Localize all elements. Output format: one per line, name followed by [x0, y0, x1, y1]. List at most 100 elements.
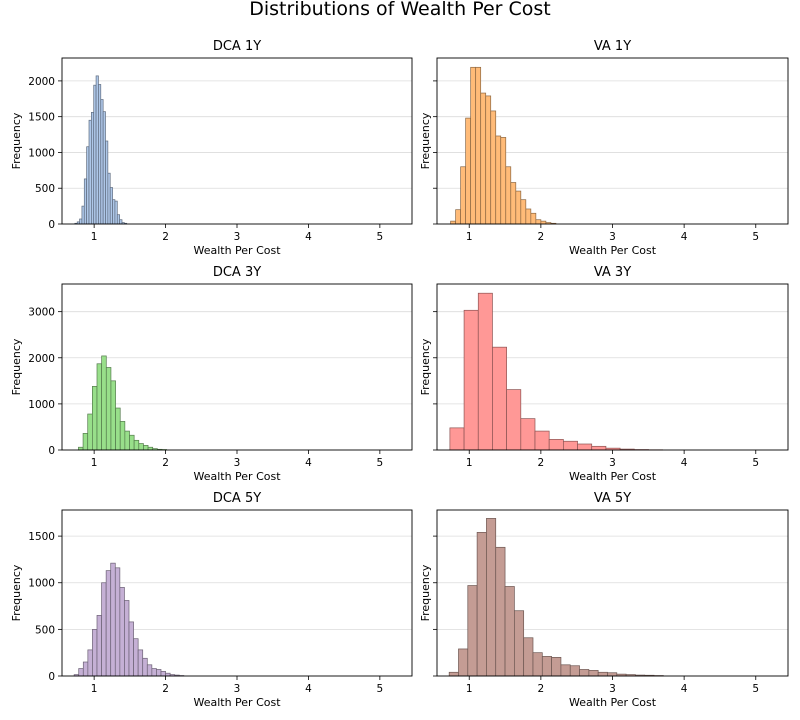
y-tick-label: 0	[48, 671, 55, 683]
bar	[448, 671, 459, 677]
bar	[78, 668, 84, 677]
y-tick-label: 500	[35, 624, 55, 636]
x-tick-label: 1	[91, 231, 98, 243]
y-tick-label: 1500	[28, 531, 55, 543]
x-axis-label: Wealth Per Cost	[569, 470, 657, 483]
y-tick-label: 1000	[28, 147, 55, 159]
bar	[591, 445, 607, 451]
bar	[114, 200, 118, 225]
bar	[495, 135, 502, 225]
bar	[475, 66, 482, 225]
bar	[492, 346, 507, 451]
panel-2: 1 2 3 4 5 VA 1Y Wealth Per Cost Frequency	[419, 39, 789, 257]
bar	[463, 309, 479, 451]
bar	[142, 657, 148, 677]
bar	[477, 292, 493, 451]
panel-title: VA 5Y	[594, 491, 631, 506]
y-axis-label: Frequency	[10, 338, 23, 395]
bar	[119, 587, 125, 677]
bar	[597, 671, 608, 677]
bar	[480, 92, 487, 225]
panel-title: VA 1Y	[594, 39, 631, 54]
panel-title: DCA 3Y	[213, 265, 261, 280]
bar	[93, 84, 97, 225]
bar	[449, 427, 465, 451]
bar	[105, 367, 112, 451]
bar	[114, 567, 121, 677]
bar	[105, 140, 109, 225]
x-tick-label: 5	[377, 683, 384, 695]
x-axis-label: Wealth Per Cost	[193, 470, 281, 483]
x-tick-label: 3	[234, 457, 241, 469]
bar	[560, 664, 571, 677]
bar	[151, 668, 157, 677]
x-axis-label: Wealth Per Cost	[193, 696, 281, 709]
bar	[83, 178, 87, 225]
x-tick-label: 3	[234, 231, 241, 243]
bar	[504, 586, 515, 677]
bar	[458, 648, 469, 677]
y-tick-label: 2000	[28, 76, 55, 88]
bar	[128, 621, 134, 677]
x-tick-label: 4	[681, 457, 688, 469]
bar	[500, 137, 507, 225]
bar	[98, 84, 102, 225]
figure-title: Distributions of Wealth Per Cost	[249, 0, 551, 20]
bar	[107, 172, 111, 225]
bar	[476, 532, 487, 677]
bar	[143, 445, 149, 451]
bar	[548, 439, 564, 451]
x-tick-label: 3	[609, 231, 616, 243]
bar	[467, 585, 478, 677]
x-tick-label: 5	[752, 231, 759, 243]
y-tick-label: 3000	[28, 307, 55, 319]
x-tick-label: 2	[538, 231, 545, 243]
y-axis-label: Frequency	[419, 112, 432, 169]
x-tick-label: 3	[234, 683, 241, 695]
bar	[532, 652, 543, 677]
y-axis-label: Frequency	[10, 564, 23, 621]
bar	[541, 656, 552, 677]
x-tick-label: 1	[466, 457, 473, 469]
bar	[563, 440, 578, 451]
x-axis-label: Wealth Per Cost	[569, 244, 657, 257]
x-tick-label: 2	[162, 231, 169, 243]
bar	[110, 562, 116, 677]
bar	[105, 570, 112, 677]
bar	[79, 218, 83, 225]
bar	[101, 355, 107, 451]
x-tick-label: 5	[377, 457, 384, 469]
x-tick-label: 4	[305, 457, 312, 469]
bar	[460, 166, 467, 225]
bar	[505, 166, 512, 225]
bar	[115, 407, 121, 451]
bar	[82, 433, 89, 451]
bar	[579, 669, 590, 677]
bar	[495, 546, 506, 677]
bar	[95, 75, 99, 225]
panel-3: 1 2 3 4 5 0 1000 2000 3000 DCA 3Y Wealth Per Cost F…	[10, 265, 413, 483]
bar	[87, 649, 93, 677]
y-tick-label: 2000	[28, 353, 55, 365]
x-tick-label: 2	[162, 457, 169, 469]
bar	[96, 363, 102, 451]
y-axis-label: Frequency	[419, 338, 432, 395]
x-tick-label: 5	[752, 457, 759, 469]
x-tick-label: 3	[609, 457, 616, 469]
bar	[129, 434, 135, 451]
bar	[520, 199, 527, 225]
bar	[87, 413, 93, 451]
bar	[520, 418, 536, 451]
bar	[92, 629, 98, 677]
bar	[100, 99, 104, 225]
x-tick-label: 4	[305, 683, 312, 695]
y-tick-label: 1000	[28, 399, 55, 411]
bar	[470, 66, 477, 225]
panel-title: DCA 1Y	[213, 39, 261, 54]
bar	[112, 199, 116, 225]
y-tick-label: 500	[35, 183, 55, 195]
x-axis-label: Wealth Per Cost	[193, 244, 281, 257]
x-tick-label: 2	[162, 683, 169, 695]
axes-frame	[61, 57, 413, 225]
